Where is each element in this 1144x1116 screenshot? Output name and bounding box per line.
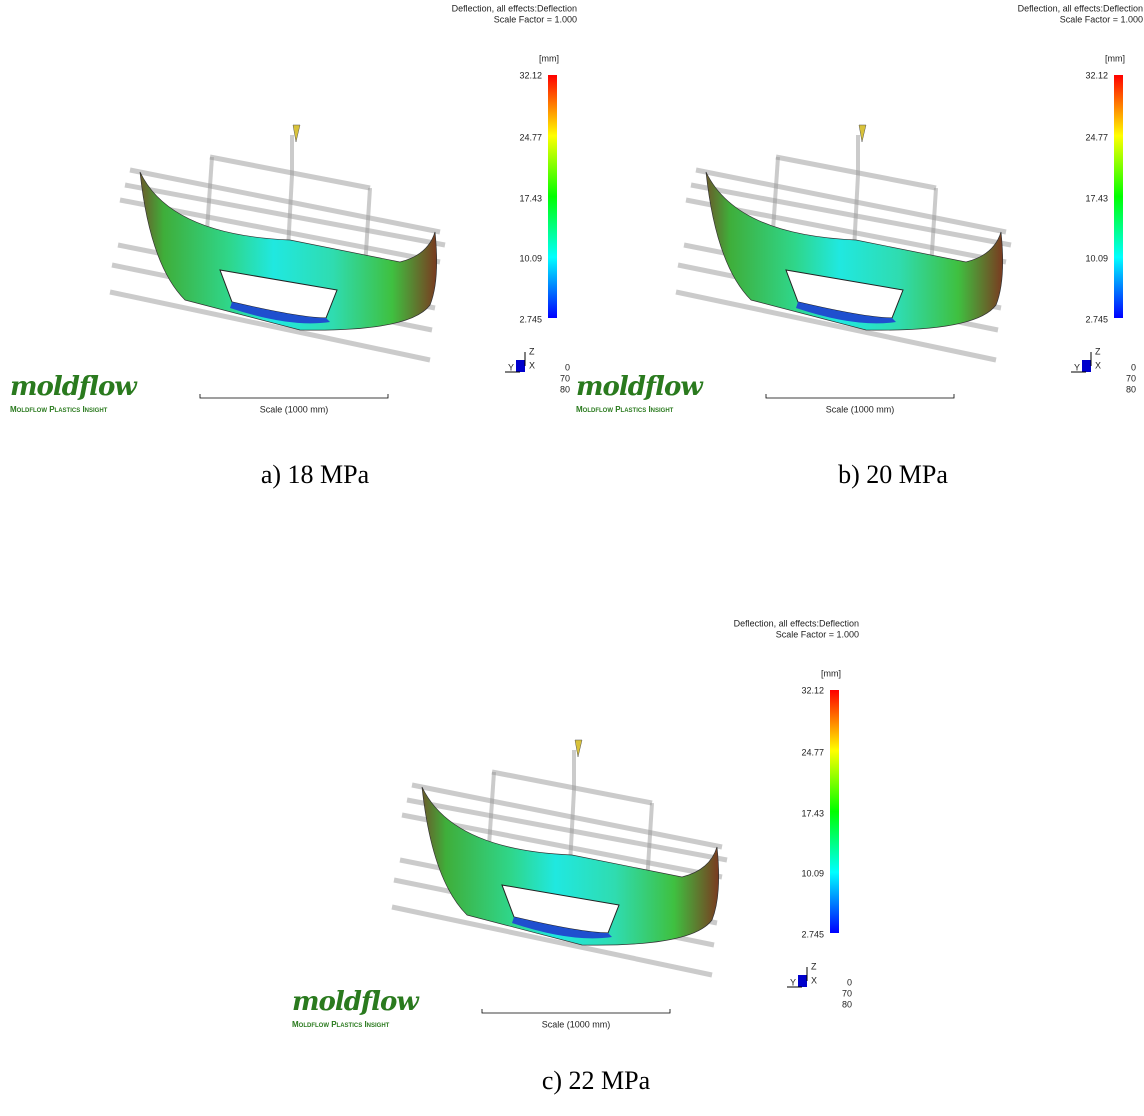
scale-bar: [766, 394, 954, 398]
logo: moldflow: [576, 372, 704, 402]
legend-tick: 17.43: [519, 193, 542, 203]
triad-label: X: [811, 975, 817, 985]
gate: [575, 740, 582, 757]
scale-bar: [482, 1009, 670, 1013]
logo-subtitle: Moldflow Plastics Insight: [10, 405, 108, 414]
unit-label: [mm]: [539, 53, 559, 63]
color-bar: [830, 690, 839, 933]
color-bar: [548, 75, 557, 318]
scale-factor: Scale Factor = 1.000: [1060, 14, 1143, 24]
legend-tick: 17.43: [1085, 193, 1108, 203]
result-panel: Deflection, all effects:DeflectionScale …: [10, 3, 577, 414]
triad: [1082, 360, 1091, 372]
logo: moldflow: [10, 372, 138, 402]
scale-bar-label: Scale (1000 mm): [542, 1019, 611, 1029]
axis-number: 70: [1126, 373, 1136, 383]
legend-tick: 32.12: [1085, 70, 1108, 80]
rail: [288, 175, 292, 250]
legend-tick: 10.09: [801, 868, 824, 878]
axis-number: 0: [565, 362, 570, 372]
axis-number: 80: [1126, 384, 1136, 394]
triad-label: X: [529, 360, 535, 370]
triad-label: Z: [811, 961, 817, 971]
unit-label: [mm]: [1105, 53, 1125, 63]
triad: [516, 360, 525, 372]
triad-label: Y: [508, 362, 514, 372]
caption: b) 20 MPa: [838, 460, 948, 489]
result-title: Deflection, all effects:Deflection: [1018, 3, 1143, 13]
rail: [854, 175, 858, 250]
legend-tick: 10.09: [519, 253, 542, 263]
axis-number: 80: [560, 384, 570, 394]
gate: [859, 125, 866, 142]
triad: [798, 975, 807, 987]
axis-number: 0: [847, 977, 852, 987]
legend-tick: 24.77: [1085, 132, 1108, 142]
triad-label: Z: [1095, 346, 1101, 356]
legend-tick: 2.745: [1085, 314, 1108, 324]
caption: a) 18 MPa: [261, 460, 370, 489]
legend-tick: 32.12: [801, 685, 824, 695]
triad-label: Y: [790, 977, 796, 987]
scale-bar-label: Scale (1000 mm): [826, 404, 895, 414]
axis-number: 0: [1131, 362, 1136, 372]
legend-tick: 2.745: [519, 314, 542, 324]
scale-factor: Scale Factor = 1.000: [776, 629, 859, 639]
axis-number: 70: [560, 373, 570, 383]
result-panel: Deflection, all effects:DeflectionScale …: [292, 618, 859, 1029]
logo-subtitle: Moldflow Plastics Insight: [292, 1020, 390, 1029]
scale-bar: [200, 394, 388, 398]
caption: c) 22 MPa: [542, 1066, 651, 1095]
legend-tick: 17.43: [801, 808, 824, 818]
legend-tick: 24.77: [519, 132, 542, 142]
legend-tick: 24.77: [801, 747, 824, 757]
triad-label: Y: [1074, 362, 1080, 372]
logo-subtitle: Moldflow Plastics Insight: [576, 405, 674, 414]
triad-label: X: [1095, 360, 1101, 370]
legend-tick: 10.09: [1085, 253, 1108, 263]
legend-tick: 2.745: [801, 929, 824, 939]
result-title: Deflection, all effects:Deflection: [452, 3, 577, 13]
result-panel: Deflection, all effects:DeflectionScale …: [576, 3, 1143, 414]
figure: Deflection, all effects:DeflectionScale …: [0, 0, 1144, 1111]
logo: moldflow: [292, 987, 420, 1017]
unit-label: [mm]: [821, 668, 841, 678]
triad-label: Z: [529, 346, 535, 356]
scale-factor: Scale Factor = 1.000: [494, 14, 577, 24]
gate: [293, 125, 300, 142]
axis-number: 80: [842, 999, 852, 1009]
legend-tick: 32.12: [519, 70, 542, 80]
color-bar: [1114, 75, 1123, 318]
rail: [570, 790, 574, 865]
axis-number: 70: [842, 988, 852, 998]
result-title: Deflection, all effects:Deflection: [734, 618, 859, 628]
scale-bar-label: Scale (1000 mm): [260, 404, 329, 414]
